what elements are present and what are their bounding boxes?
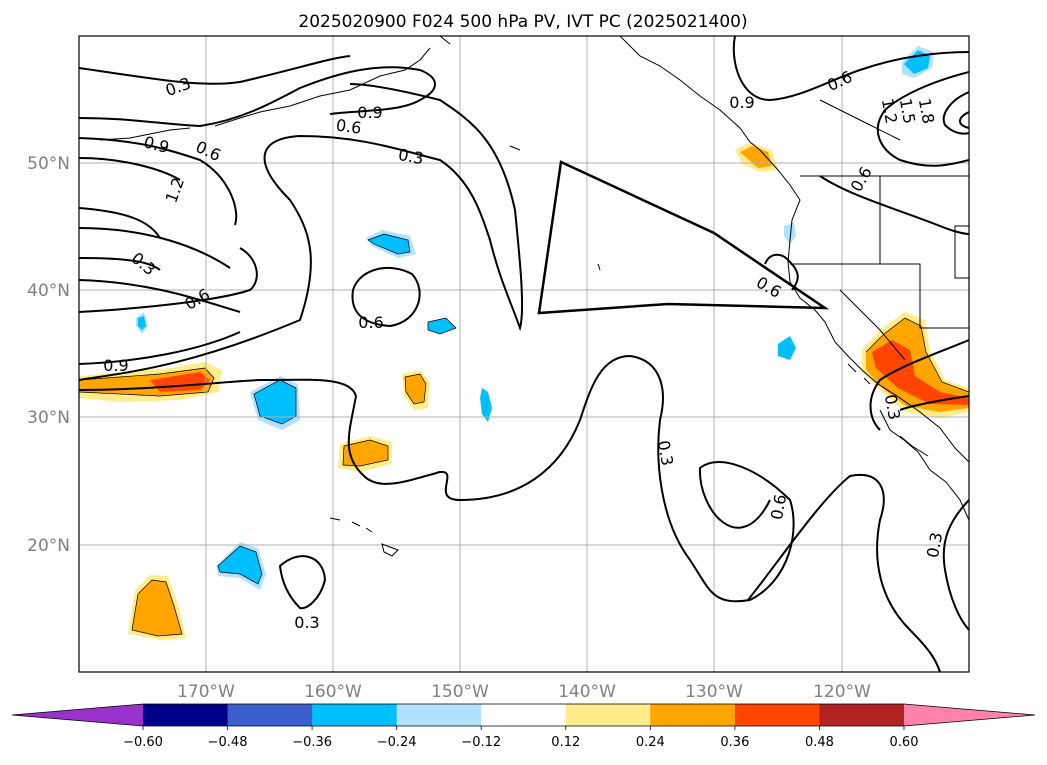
contour-label: 0.3 — [881, 393, 904, 421]
contour-label: 1.5 — [896, 97, 919, 125]
colorbar-tick-label: −0.36 — [292, 735, 332, 750]
colorbar-extend-low — [12, 704, 143, 726]
latitude-labels: 50°N 40°N 30°N 20°N — [27, 154, 70, 556]
colorbar-tick-label: 0.48 — [805, 735, 834, 750]
contour-label: 1.8 — [915, 97, 938, 125]
contour-label: 0.9 — [729, 93, 754, 112]
colorbar-segment — [819, 704, 905, 726]
colorbar-segment — [481, 704, 567, 726]
contour-label: 1.2 — [878, 97, 901, 125]
colorbar-segment — [650, 704, 736, 726]
lon-label: 160°W — [304, 682, 362, 702]
colorbar-segment — [227, 704, 313, 726]
shading-outlines — [79, 233, 969, 637]
lon-label: 120°W — [813, 682, 871, 702]
lat-label: 30°N — [27, 408, 70, 428]
contour-label: 0.6 — [358, 313, 383, 332]
colorbar-extend-high — [904, 704, 1035, 726]
lat-label: 20°N — [27, 536, 70, 556]
contour-label: 0.3 — [294, 613, 319, 632]
colorbar-tick-label: 0.24 — [636, 735, 665, 750]
colorbar-segment — [312, 704, 398, 726]
ivt-positive-shading — [79, 142, 969, 640]
contour-label: 0.3 — [397, 145, 425, 168]
lon-label: 150°W — [431, 682, 489, 702]
map-panel: 0.3 0.9 0.6 0.9 0.6 1.2 0.3 0.6 0.9 0.6 … — [78, 35, 970, 673]
colorbar-segment — [396, 704, 482, 726]
longitude-labels: 170°W 160°W 150°W 140°W 130°W 120°W — [177, 682, 871, 702]
colorbar: −0.60 −0.48 −0.36 −0.24 −0.12 0.12 0.24 0.36 0.4… — [11, 703, 1036, 750]
target-region-polygon — [537, 160, 830, 315]
colorbar-tick-label: 0.12 — [551, 735, 580, 750]
colorbar-tick-label: −0.60 — [123, 735, 163, 750]
contour-label: 0.6 — [767, 493, 790, 521]
lon-label: 140°W — [558, 682, 616, 702]
colorbar-tick-label: 0.36 — [720, 735, 749, 750]
map-title: 2025020900 F024 500 hPa PV, IVT PC (2025… — [298, 12, 747, 32]
contour-label: 0.9 — [357, 103, 382, 122]
colorbar-segment — [143, 704, 229, 726]
pv-contours — [79, 36, 969, 672]
contour-label: 0.9 — [103, 356, 128, 375]
contour-label: 0.3 — [923, 531, 946, 559]
colorbar-tick-label: 0.60 — [890, 735, 919, 750]
colorbar-tick-label: −0.12 — [461, 735, 501, 750]
contour-label: 0.6 — [335, 115, 363, 137]
colorbar-segment — [565, 704, 651, 726]
lat-label: 40°N — [27, 281, 70, 301]
lon-label: 130°W — [685, 682, 743, 702]
gridlines — [79, 36, 969, 672]
map-frame — [78, 35, 970, 673]
colorbar-segment — [734, 704, 820, 726]
coastlines — [99, 36, 969, 557]
lon-label: 170°W — [177, 682, 235, 702]
colorbar-tick-label: −0.48 — [208, 735, 248, 750]
lat-label: 50°N — [27, 154, 70, 174]
contour-label: 0.3 — [654, 439, 677, 467]
colorbar-tick-label: −0.24 — [377, 735, 417, 750]
